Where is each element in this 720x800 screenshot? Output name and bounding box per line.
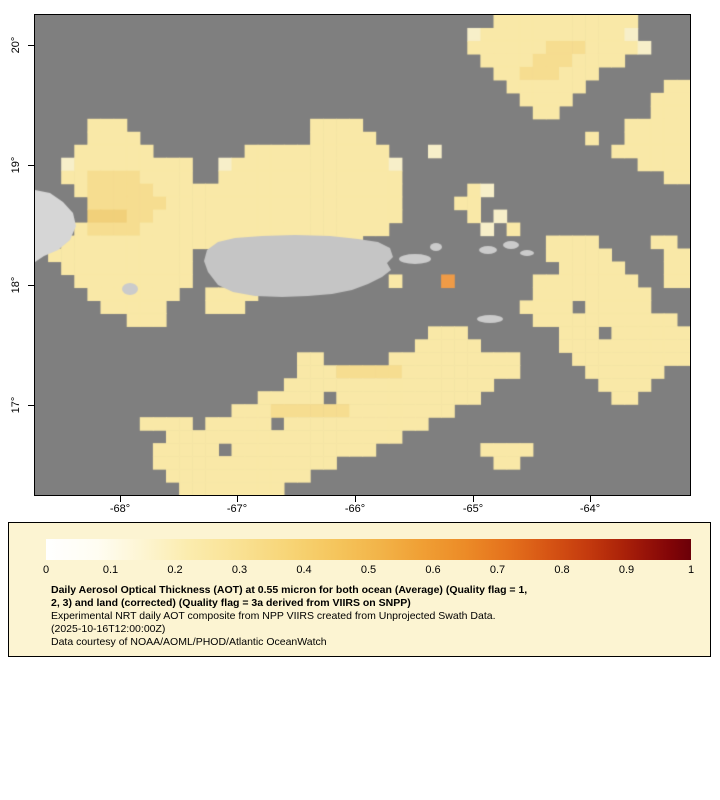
y-axis-label: 17° [10, 396, 22, 414]
caption-source-line: Experimental NRT daily AOT composite fro… [51, 610, 496, 622]
caption-courtesy-line: Data courtesy of NOAA/AOML/PHOD/Atlantic… [51, 636, 327, 648]
x-axis-label: -68° [109, 503, 131, 515]
legend-panel: 0 0.1 0.2 0.3 0.4 0.5 0.6 0.7 0.8 0.9 1 Daily Aero… [8, 522, 711, 657]
aot-map-raster [35, 15, 690, 495]
colorbar-tick-label: 0.6 [425, 564, 441, 576]
x-axis-label: -66° [344, 503, 366, 515]
colorbar-tick-label: 0.1 [102, 564, 119, 576]
map-plot-frame [34, 14, 691, 496]
x-axis-tick [589, 496, 591, 502]
colorbar-tick-label: 0.2 [167, 564, 183, 576]
y-axis-label: 18° [10, 276, 22, 294]
caption-title-line-1: Daily Aerosol Optical Thickness (AOT) at… [51, 584, 528, 596]
y-axis-label: 19° [10, 156, 22, 174]
colorbar-tick-label: 0.7 [489, 564, 506, 576]
colorbar-tick-label: 0.9 [618, 564, 635, 576]
colorbar-tick-label: 0 [42, 564, 50, 576]
colorbar-tick-label: 0.3 [231, 564, 248, 576]
colorbar-tick-label: 0.8 [554, 564, 570, 576]
x-axis-tick [354, 496, 356, 502]
y-axis-tick [28, 164, 35, 166]
y-axis-tick [28, 44, 35, 46]
x-axis-tick [236, 496, 238, 502]
x-axis-label: -64° [579, 503, 601, 515]
y-axis-tick [28, 404, 35, 406]
x-axis-label: -65° [462, 503, 484, 515]
colorbar-tick-label: 1 [687, 564, 695, 576]
y-axis-tick [28, 284, 35, 286]
x-axis-tick [119, 496, 121, 502]
y-axis-label: 20° [10, 36, 22, 54]
caption-timestamp: (2025-10-16T12:00:00Z) [51, 623, 166, 635]
caption-block: Daily Aerosol Optical Thickness (AOT) at… [51, 584, 527, 649]
caption-title-line-2: 2, 3) and land (corrected) (Quality flag… [51, 597, 411, 609]
colorbar-tick-label: 0.5 [360, 564, 377, 576]
x-axis-tick [472, 496, 474, 502]
colorbar-gradient [46, 539, 691, 560]
colorbar-tick-label: 0.4 [296, 564, 312, 576]
x-axis-label: -67° [226, 503, 248, 515]
